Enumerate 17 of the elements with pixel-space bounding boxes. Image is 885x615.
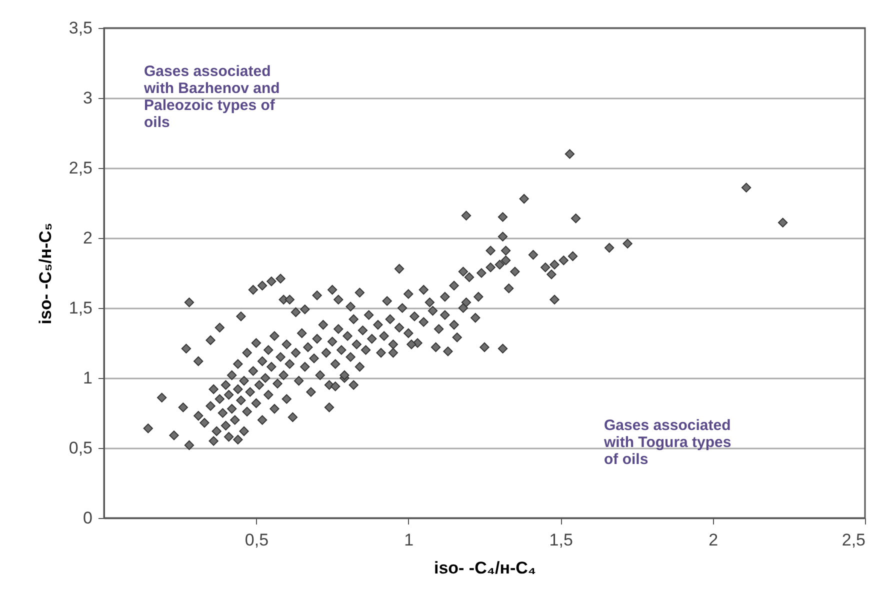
y-axis-title: iso- -C₅/н-C₅ [36,222,55,324]
annotation: Gases associated with Togura types of oils [603,417,732,468]
y-tick-label: 0,5 [68,438,92,458]
x-tick-label: 2 [708,530,718,550]
x-tick-label: 1 [404,530,414,550]
x-tick-label: 0,5 [244,530,269,550]
y-tick-label: 0 [83,508,92,528]
y-tick-label: 3,5 [68,18,92,38]
annotation: Gases associated with Bazhenov and Paleozoic types of oils [143,63,280,131]
x-tick-label: 1,5 [549,530,573,550]
x-axis-title: iso- -C₄/н-C₄ [434,558,536,578]
y-tick-label: 2,5 [68,158,92,178]
x-tick-label: 2,5 [842,530,866,550]
y-tick-label: 1 [83,368,92,388]
y-tick-label: 3 [83,88,92,108]
y-tick-label: 1,5 [68,298,92,318]
y-tick-label: 2 [83,228,92,248]
